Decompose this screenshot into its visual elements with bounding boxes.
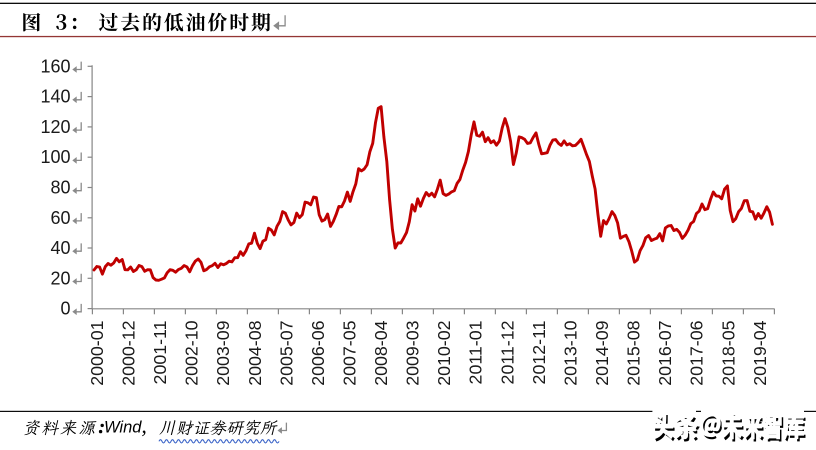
svg-text:0: 0: [60, 299, 70, 319]
svg-text:2007-05: 2007-05: [340, 320, 360, 385]
svg-text:40: 40: [50, 238, 70, 258]
svg-text:2013-10: 2013-10: [561, 320, 581, 385]
svg-text:2000-01: 2000-01: [87, 320, 107, 385]
svg-text:2011-01: 2011-01: [466, 320, 486, 384]
svg-text:2010-02: 2010-02: [434, 321, 454, 386]
svg-text:2003-09: 2003-09: [213, 320, 233, 385]
svg-text:80: 80: [50, 178, 70, 198]
svg-text:2019-04: 2019-04: [750, 320, 770, 385]
svg-text:2012-11: 2012-11: [529, 320, 549, 384]
svg-text:2006-06: 2006-06: [308, 320, 328, 385]
svg-text:2011-12: 2011-12: [497, 321, 517, 385]
svg-text:2005-07: 2005-07: [276, 321, 296, 386]
svg-text:2000-12: 2000-12: [119, 321, 139, 386]
svg-text:160: 160: [40, 56, 70, 76]
svg-text:20: 20: [50, 268, 70, 288]
svg-text:2016-07: 2016-07: [655, 321, 675, 386]
svg-text:2018-05: 2018-05: [718, 320, 738, 385]
svg-text:140: 140: [40, 87, 70, 107]
svg-text:2008-04: 2008-04: [371, 320, 391, 385]
svg-text:2017-06: 2017-06: [687, 320, 707, 385]
svg-text:2015-08: 2015-08: [624, 320, 644, 385]
svg-text:2014-09: 2014-09: [592, 320, 612, 385]
svg-text:120: 120: [40, 117, 70, 137]
svg-text:2009-03: 2009-03: [403, 320, 423, 385]
svg-text:,: ,: [141, 413, 147, 438]
svg-text:Wind: Wind: [104, 418, 142, 436]
svg-text:2001-11: 2001-11: [150, 320, 170, 384]
svg-text:2004-08: 2004-08: [245, 320, 265, 385]
svg-text:100: 100: [40, 147, 70, 167]
svg-text:2002-10: 2002-10: [182, 320, 202, 385]
svg-text:60: 60: [50, 208, 70, 228]
